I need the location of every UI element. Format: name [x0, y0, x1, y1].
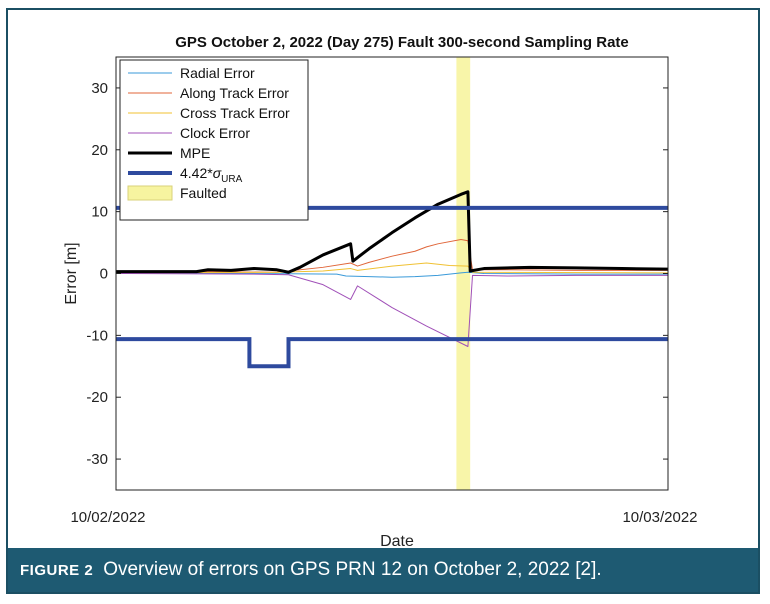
y-tick-label: 20 — [91, 142, 108, 159]
legend-entry: Along Track Error — [180, 85, 289, 101]
y-tick-label: 10 — [91, 204, 108, 221]
y-tick-label: 0 — [100, 266, 108, 283]
legend-entry: 4.42*σURA — [180, 165, 243, 185]
y-tick-label: -10 — [86, 327, 108, 344]
legend-entry: Radial Error — [180, 65, 255, 81]
legend-entry: Cross Track Error — [180, 105, 290, 121]
figure-caption: FIGURE 2 Overview of errors on GPS PRN 1… — [8, 548, 758, 592]
series-line-mpe — [116, 190, 668, 274]
figure-frame: -30 -20 -10 0 10 20 30 10/02/2022 10/03/2022 GPS … — [6, 8, 760, 594]
chart: -30 -20 -10 0 10 20 30 10/02/2022 10/03/2022 GPS … — [63, 34, 698, 548]
x-tick-label: 10/02/2022 — [70, 509, 145, 526]
y-tick-label: -20 — [86, 389, 108, 406]
legend-box — [119, 59, 309, 221]
figure-label: FIGURE 2 — [20, 561, 94, 579]
caption-text: Overview of errors on GPS PRN 12 on Octo… — [103, 559, 602, 580]
x-axis-label: Date — [380, 533, 414, 548]
legend-entry: Faulted — [180, 185, 227, 201]
y-axis-label: Error [m] — [63, 242, 80, 304]
legend-entry: MPE — [180, 145, 210, 161]
series-line-clock-error — [116, 273, 668, 347]
fault-window — [456, 57, 471, 490]
legend-swatch — [127, 185, 173, 201]
chart-title: GPS October 2, 2022 (Day 275) Fault 300-… — [175, 34, 629, 51]
y-tick-label: 30 — [91, 80, 108, 97]
x-tick-label: 10/03/2022 — [622, 509, 697, 526]
y-tick-label: -30 — [86, 451, 108, 468]
series-line-radial-error — [116, 271, 668, 278]
legend-entry: Clock Error — [180, 125, 250, 141]
bound-lower-line — [116, 337, 668, 369]
